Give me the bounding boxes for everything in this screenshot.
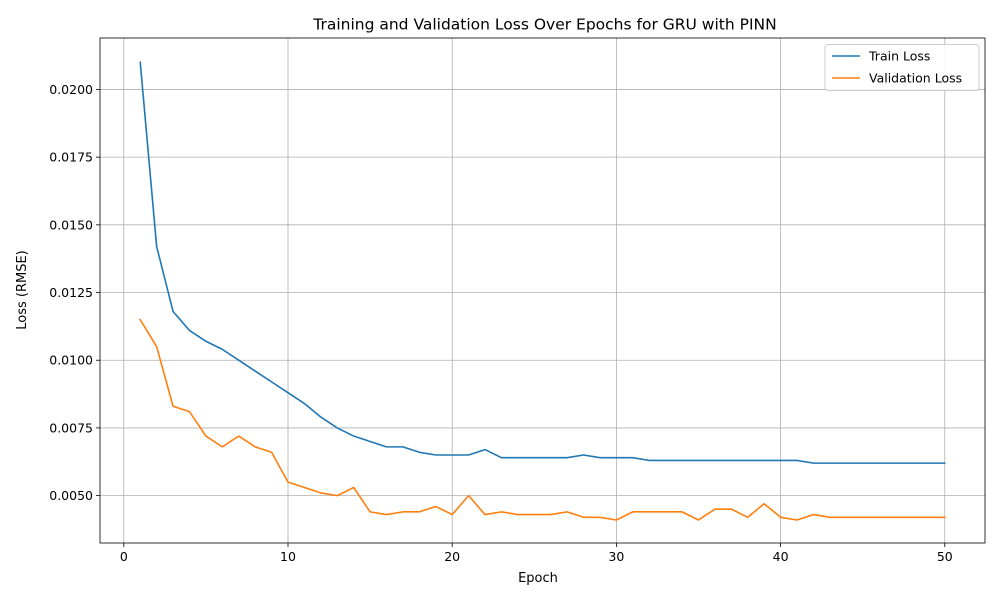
plot-area-border xyxy=(99,37,986,544)
y-tick-label: 0.0125 xyxy=(49,285,93,300)
x-tick-label: 40 xyxy=(773,549,789,564)
legend-label-train: Train Loss xyxy=(868,49,930,64)
y-tick-label: 0.0075 xyxy=(49,420,93,435)
legend-box xyxy=(824,44,980,91)
x-tick-label: 10 xyxy=(280,549,296,564)
x-tick-label: 0 xyxy=(120,549,128,564)
series-lines xyxy=(139,61,946,521)
x-tick-label: 30 xyxy=(608,549,624,564)
x-tick-label: 50 xyxy=(937,549,953,564)
y-tick-label: 0.0175 xyxy=(49,150,93,165)
y-tick-label: 0.0100 xyxy=(49,353,93,368)
chart-title: Training and Validation Loss Over Epochs… xyxy=(312,16,776,34)
legend: Train Loss Validation Loss xyxy=(824,44,980,91)
plot-frame xyxy=(99,37,986,544)
y-axis-label: Loss (RMSE) xyxy=(15,250,30,330)
train-loss-line xyxy=(139,61,946,464)
y-tick-label: 0.0200 xyxy=(49,82,93,97)
grid xyxy=(100,38,985,543)
y-tick-label: 0.0050 xyxy=(49,488,93,503)
legend-label-validation: Validation Loss xyxy=(869,71,962,86)
validation-loss-line xyxy=(139,318,946,521)
y-tick-label: 0.0150 xyxy=(49,217,93,232)
axis-ticks: 0 10 20 30 40 50 0.0050 0.0075 0.0100 0.0125 0.015… xyxy=(49,82,953,564)
x-tick-label: 20 xyxy=(444,549,460,564)
x-axis-label: Epoch xyxy=(518,571,558,586)
